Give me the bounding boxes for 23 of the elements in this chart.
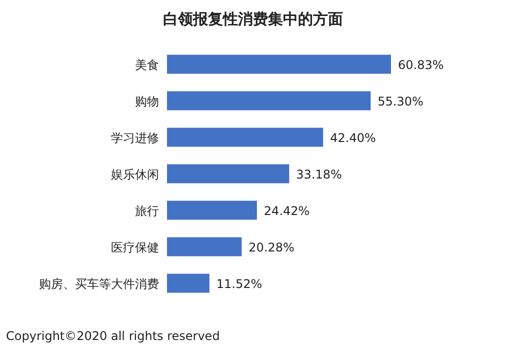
text: Copyright©2020 all rights reserved [6, 329, 220, 343]
data-label: 11.52% [216, 276, 262, 291]
bar [167, 128, 324, 147]
bar [167, 237, 242, 256]
y-tick-label: 购房、买车等大件消费 [39, 276, 159, 291]
bar [167, 200, 257, 220]
data-label: 20.28% [248, 240, 294, 254]
bar [167, 54, 391, 74]
y-tick-label: 娱乐休闲 [111, 167, 159, 182]
y-tick-label: 学习进修 [111, 130, 159, 145]
bar [167, 274, 210, 293]
y-tick-label: 购物 [135, 94, 159, 108]
data-label: 55.30% [378, 94, 424, 108]
y-tick-label: 医疗保健 [111, 240, 159, 254]
y-tick-label: 美食 [135, 58, 159, 72]
data-label: 60.83% [398, 58, 444, 72]
y-tick-label: 旅行 [135, 204, 159, 218]
bar [167, 91, 371, 110]
data-label: 24.42% [264, 204, 310, 218]
data-label: 33.18% [296, 167, 342, 182]
chart-title: 白领报复性消费集中的方面 [163, 10, 343, 28]
data-label: 42.40% [330, 130, 376, 145]
bar [167, 164, 290, 184]
